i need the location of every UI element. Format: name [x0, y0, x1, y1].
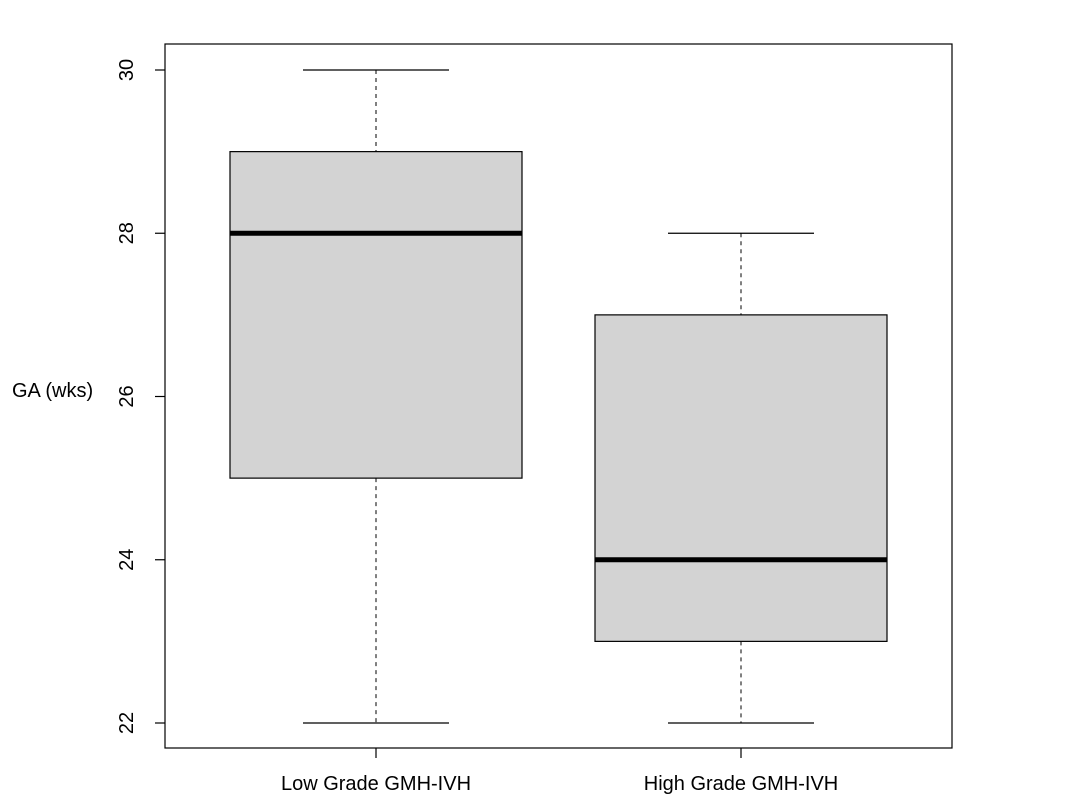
y-tick-label: 24 — [116, 549, 138, 571]
iqr-box — [229, 151, 523, 479]
y-tick-label: 26 — [116, 385, 138, 407]
y-tick-label: 28 — [116, 222, 138, 244]
iqr-box — [594, 314, 888, 642]
boxes — [229, 69, 888, 724]
x-tick-label: High Grade GMH-IVH — [644, 773, 839, 795]
y-tick-label: 22 — [116, 712, 138, 734]
y-axis: 22 24 26 28 30 — [116, 59, 165, 734]
x-tick-label: Low Grade GMH-IVH — [281, 773, 471, 795]
y-axis-label: GA (wks) — [12, 380, 93, 402]
x-axis: Low Grade GMH-IVH High Grade GMH-IVH — [281, 748, 838, 795]
box-group — [594, 232, 888, 724]
y-tick-label: 30 — [116, 59, 138, 81]
box-group — [229, 69, 523, 724]
